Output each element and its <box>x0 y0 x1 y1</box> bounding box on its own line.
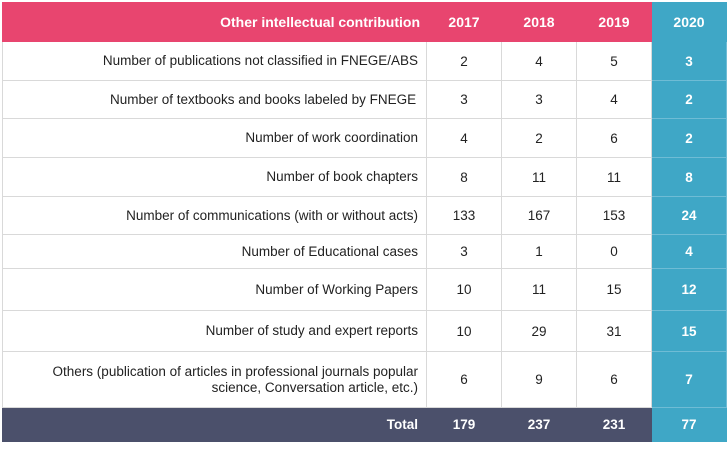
cell-2017: 10 <box>426 310 502 352</box>
header-label: Other intellectual contribution <box>2 2 427 42</box>
total-2017: 179 <box>426 407 502 442</box>
cell-2020: 2 <box>651 118 727 158</box>
total-2019: 231 <box>576 407 652 442</box>
cell-2020: 3 <box>651 41 727 81</box>
cell-2020: 15 <box>651 310 727 352</box>
table-row: Number of communications (with or withou… <box>2 196 727 235</box>
row-label: Number of textbooks and books labeled by… <box>2 80 427 119</box>
header-year-2019: 2019 <box>576 2 652 42</box>
cell-2019: 0 <box>576 234 652 269</box>
cell-2018: 9 <box>501 351 577 408</box>
row-label: Number of communications (with or withou… <box>2 196 427 235</box>
row-label: Number of study and expert reports <box>2 310 427 352</box>
table-row: Number of Educational cases 3 1 0 4 <box>2 234 727 269</box>
cell-2017: 3 <box>426 80 502 119</box>
cell-2020: 12 <box>651 268 727 311</box>
cell-2018: 2 <box>501 118 577 158</box>
cell-2017: 2 <box>426 41 502 81</box>
total-2020: 77 <box>651 407 727 442</box>
cell-2020: 8 <box>651 157 727 197</box>
cell-2018: 1 <box>501 234 577 269</box>
cell-2019: 5 <box>576 41 652 81</box>
table-row: Number of textbooks and books labeled by… <box>2 80 727 119</box>
contribution-table: Other intellectual contribution 2017 201… <box>2 2 727 442</box>
cell-2019: 4 <box>576 80 652 119</box>
header-year-2020: 2020 <box>651 2 727 42</box>
row-label: Number of book chapters <box>2 157 427 197</box>
total-2018: 237 <box>501 407 577 442</box>
cell-2020: 2 <box>651 80 727 119</box>
row-label: Number of work coordination <box>2 118 427 158</box>
cell-2018: 3 <box>501 80 577 119</box>
row-label: Others (publication of articles in profe… <box>2 351 427 408</box>
table-row: Number of work coordination 4 2 6 2 <box>2 118 727 158</box>
total-row: Total 179 237 231 77 <box>2 407 727 442</box>
cell-2018: 167 <box>501 196 577 235</box>
table-row: Number of Working Papers 10 11 15 12 <box>2 268 727 311</box>
cell-2020: 4 <box>651 234 727 269</box>
cell-2019: 6 <box>576 118 652 158</box>
cell-2019: 153 <box>576 196 652 235</box>
cell-2019: 31 <box>576 310 652 352</box>
cell-2017: 8 <box>426 157 502 197</box>
cell-2018: 11 <box>501 157 577 197</box>
cell-2018: 29 <box>501 310 577 352</box>
cell-2020: 7 <box>651 351 727 408</box>
cell-2018: 4 <box>501 41 577 81</box>
cell-2018: 11 <box>501 268 577 311</box>
header-row: Other intellectual contribution 2017 201… <box>2 2 727 42</box>
table-row: Number of book chapters 8 11 11 8 <box>2 157 727 197</box>
cell-2019: 15 <box>576 268 652 311</box>
header-year-2017: 2017 <box>426 2 502 42</box>
table-row: Number of publications not classified in… <box>2 41 727 81</box>
cell-2017: 4 <box>426 118 502 158</box>
row-label: Number of Working Papers <box>2 268 427 311</box>
cell-2019: 11 <box>576 157 652 197</box>
header-year-2018: 2018 <box>501 2 577 42</box>
table-row: Others (publication of articles in profe… <box>2 351 727 408</box>
total-label: Total <box>2 407 427 442</box>
table-row: Number of study and expert reports 10 29… <box>2 310 727 352</box>
row-label: Number of Educational cases <box>2 234 427 269</box>
row-label-text: Number of textbooks and books labeled by… <box>110 91 417 107</box>
row-label: Number of publications not classified in… <box>2 41 427 81</box>
cell-2020: 24 <box>651 196 727 235</box>
cell-2017: 10 <box>426 268 502 311</box>
cell-2017: 6 <box>426 351 502 408</box>
cell-2017: 3 <box>426 234 502 269</box>
cell-2019: 6 <box>576 351 652 408</box>
cell-2017: 133 <box>426 196 502 235</box>
